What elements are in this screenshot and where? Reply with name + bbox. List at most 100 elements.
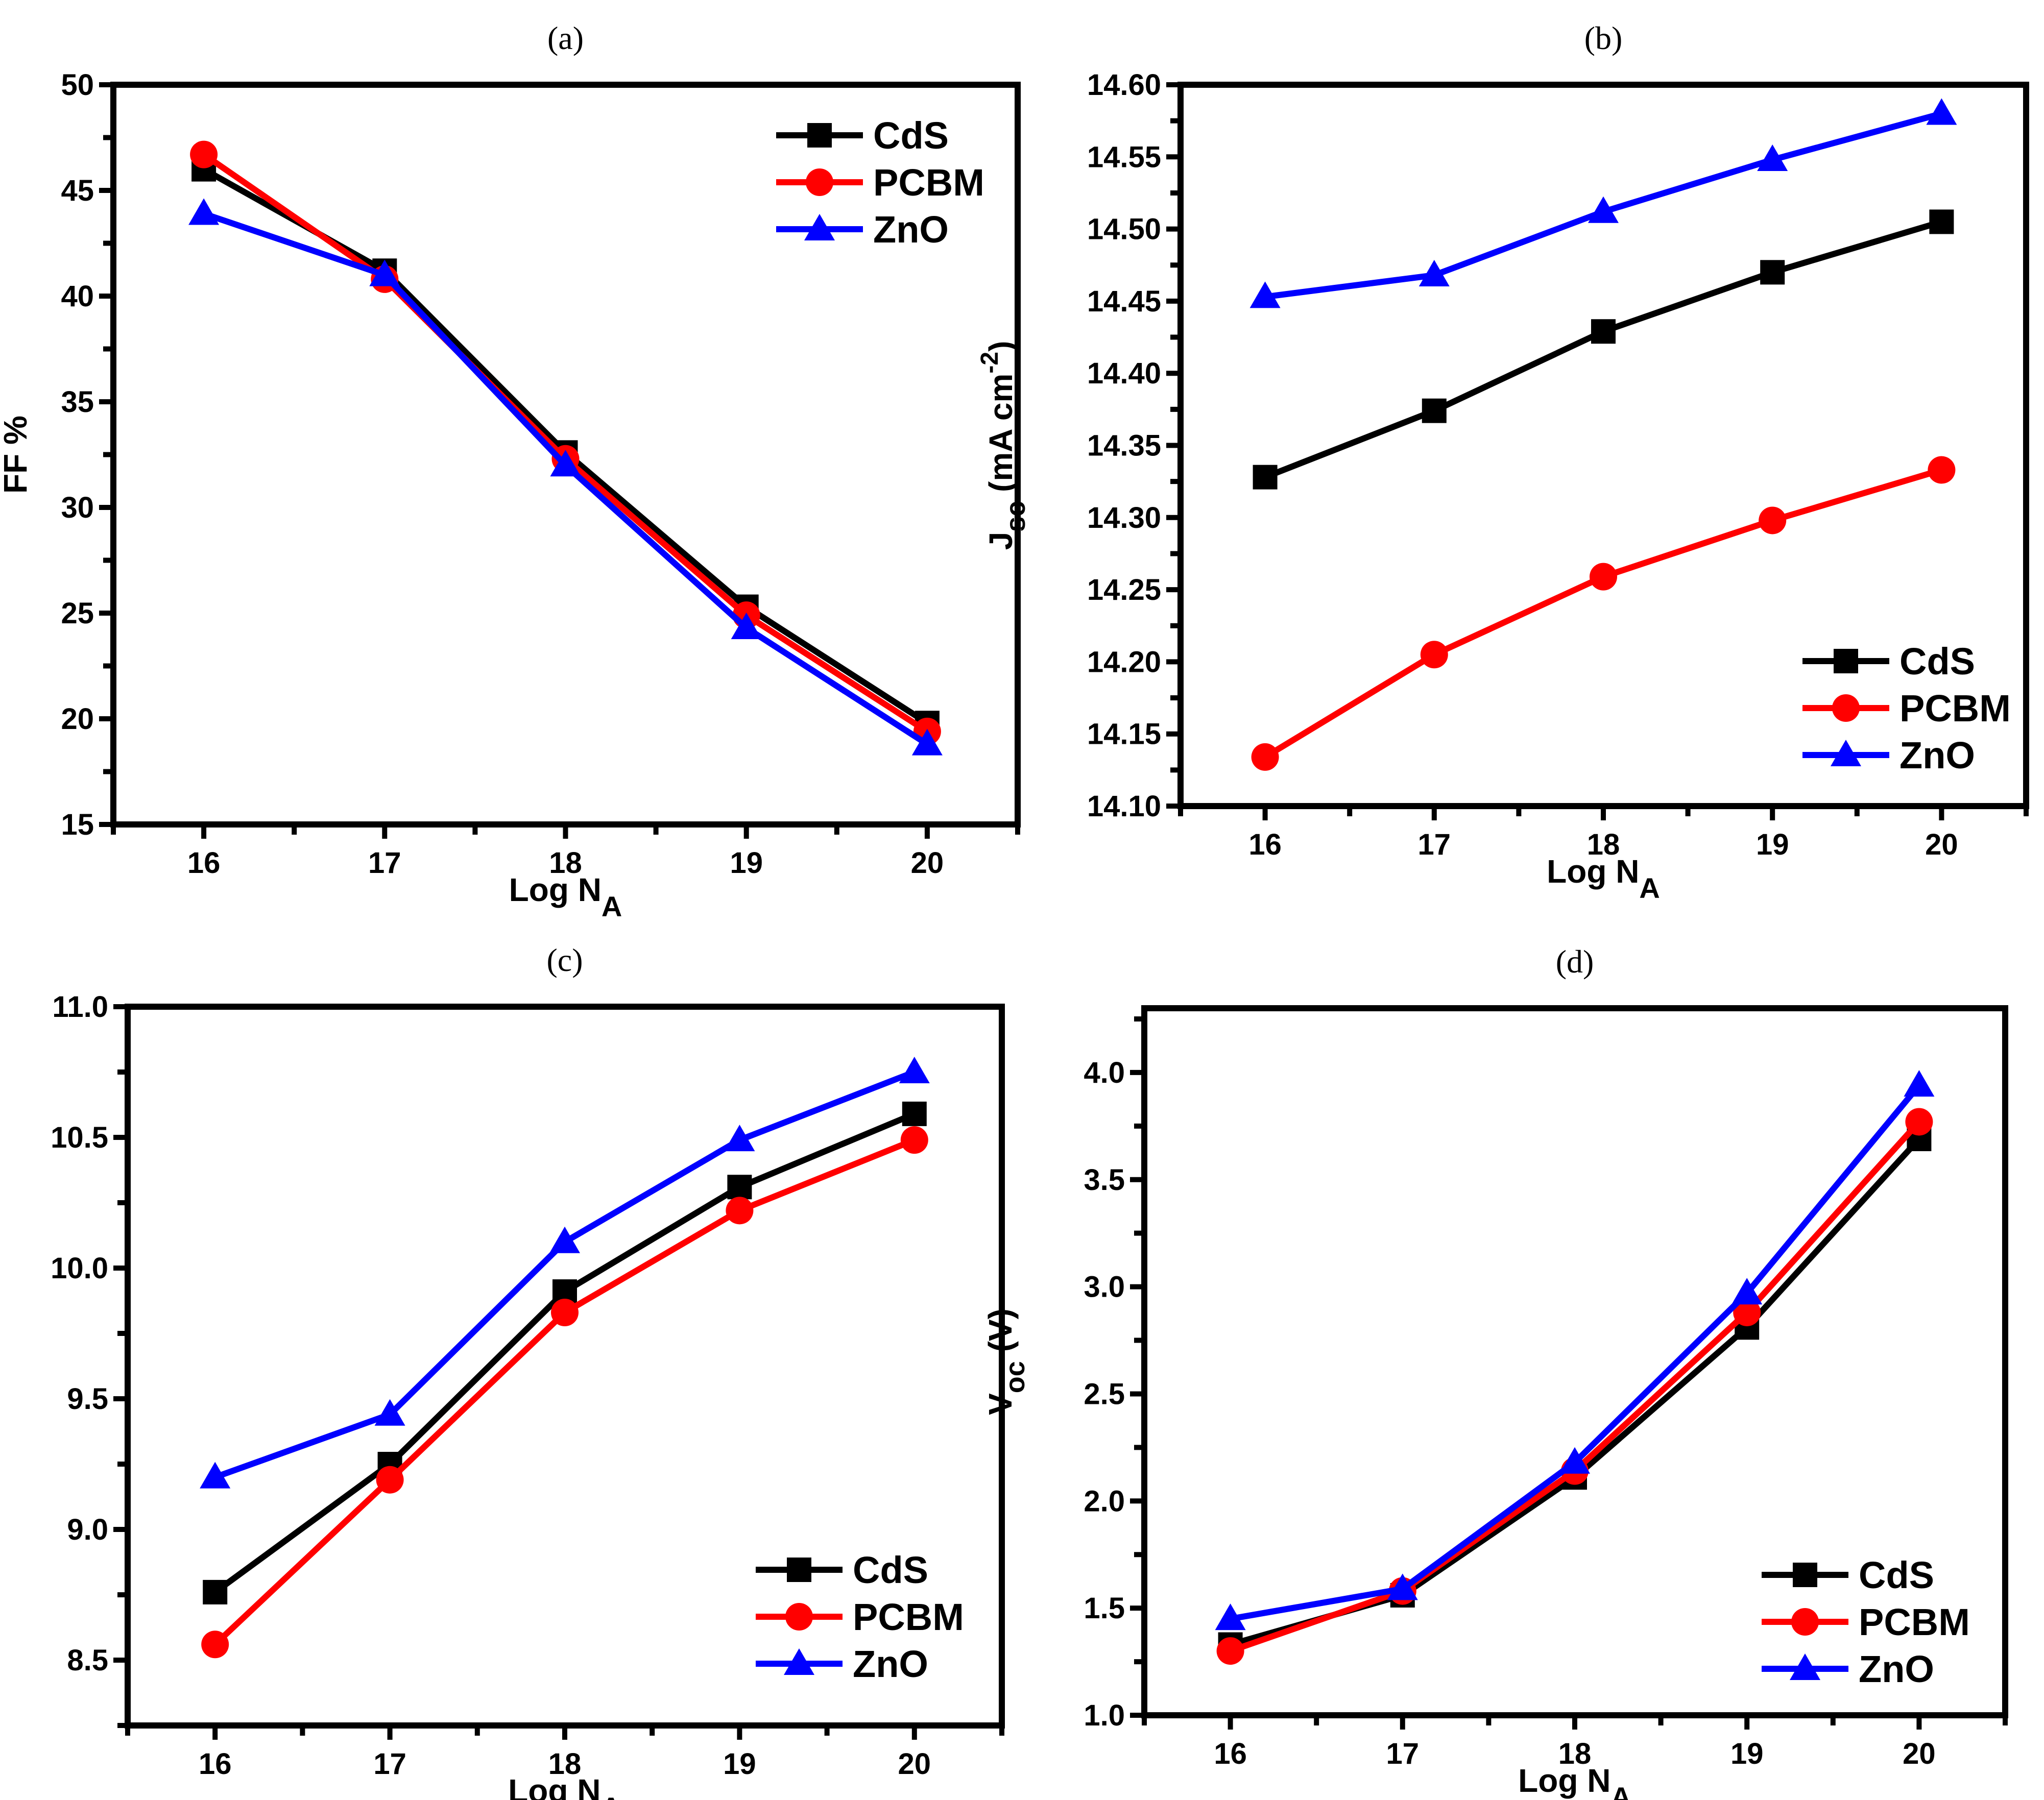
marker-triangle [1387, 1573, 1418, 1600]
panel-a: (a) 16 17 18 19 20 15 20 25 30 35 40 45 50 Log NA FF % C… [0, 20, 1021, 922]
marker-square [787, 1558, 811, 1582]
series-line [214, 1069, 916, 1480]
marker-circle [1251, 743, 1279, 771]
marker-circle [201, 1631, 229, 1659]
series-zno [1249, 98, 1957, 308]
y-axis-label: PCE % [0, 1313, 2, 1419]
y-tick-label: 20 [61, 702, 94, 736]
marker-circle [806, 168, 833, 196]
x-axis-label: Log NA [1518, 1762, 1631, 1800]
x-tick-label: 16 [199, 1747, 232, 1781]
panel-b: (b) 16 17 18 19 20 14.10 14.15 14.20 14.25 14.30 14… [976, 20, 2029, 904]
marker-triangle [374, 1399, 405, 1426]
legend-label: ZnO [1859, 1648, 1934, 1690]
series-line [1230, 1083, 1922, 1622]
marker-triangle [1790, 1653, 1820, 1680]
marker-triangle [1732, 1278, 1763, 1305]
x-tick-label: 16 [1214, 1737, 1247, 1770]
marker-square [1591, 319, 1616, 344]
marker-circle [551, 1299, 579, 1327]
marker-triangle [1588, 196, 1619, 223]
y-tick-label: 1.0 [1084, 1699, 1125, 1732]
y-tick-label: 3.5 [1084, 1163, 1125, 1197]
x-tick-label: 20 [898, 1747, 931, 1781]
y-axis-label: FF % [0, 416, 34, 494]
x-tick-label: 19 [1756, 828, 1789, 861]
marker-triangle [1249, 281, 1281, 308]
y-tick-label: 4.0 [1084, 1056, 1125, 1089]
marker-triangle [1926, 98, 1957, 125]
marker-square [727, 1175, 752, 1200]
marker-circle [376, 1466, 404, 1494]
legend-label: ZnO [1899, 734, 1975, 776]
marker-circle [1905, 1108, 1933, 1136]
panel-d: (d) 16 17 18 19 20 1.0 1.5 2.0 2.5 3.0 3.5 4.0 Log NA… [982, 943, 2008, 1800]
marker-triangle [550, 450, 581, 477]
panel-title: (d) [1556, 943, 1594, 980]
x-tick-label: 17 [368, 846, 401, 880]
x-tick-label: 16 [187, 846, 221, 880]
marker-triangle [549, 1226, 580, 1253]
marker-triangle [1904, 1070, 1935, 1097]
y-tick-label: 40 [61, 280, 94, 313]
y-tick-label: 14.60 [1087, 68, 1161, 102]
marker-circle [1791, 1608, 1819, 1636]
marker-triangle [784, 1648, 814, 1675]
y-tick-label: 14.10 [1087, 790, 1161, 823]
marker-circle [1759, 506, 1787, 534]
y-tick-label: 15 [61, 808, 94, 841]
y-tick-label: 9.0 [67, 1513, 108, 1546]
marker-square [1422, 398, 1447, 423]
panel-title: (b) [1584, 20, 1623, 56]
y-tick-label: 2.5 [1084, 1377, 1125, 1410]
y-tick-label: 14.35 [1087, 429, 1161, 463]
y-tick-label: 25 [61, 597, 94, 630]
x-tick-label: 18 [548, 1747, 582, 1781]
marker-square [1253, 465, 1278, 490]
x-tick-label: 17 [1418, 828, 1451, 861]
series-zno [188, 198, 943, 756]
marker-triangle [804, 214, 835, 240]
marker-triangle [369, 259, 400, 286]
marker-triangle [1559, 1447, 1590, 1474]
y-tick-label: 11.0 [52, 990, 108, 1024]
legend-label: PCBM [853, 1596, 964, 1638]
x-tick-label: 16 [1248, 828, 1282, 861]
marker-triangle [188, 198, 220, 225]
y-tick-label: 14.25 [1087, 573, 1161, 606]
marker-triangle [724, 1125, 755, 1152]
marker-square [1793, 1563, 1817, 1587]
x-tick-label: 19 [1730, 1737, 1764, 1770]
y-tick-label: 14.55 [1087, 140, 1161, 174]
y-axis-label: Jsc (mA cm-2) [976, 341, 1031, 550]
marker-square [1834, 649, 1858, 673]
y-tick-label: 8.5 [67, 1644, 108, 1677]
marker-square [902, 1101, 927, 1126]
x-tick-label: 20 [1925, 828, 1958, 861]
marker-square [1760, 260, 1785, 285]
series-pcbm [1251, 456, 1956, 771]
x-tick-label: 19 [730, 846, 763, 880]
x-axis-label: Log NA [1547, 853, 1660, 904]
y-tick-label: 10.0 [51, 1252, 108, 1285]
x-tick-label: 18 [1558, 1737, 1592, 1770]
x-axis-label: Log NA [509, 871, 622, 922]
series-zno [200, 1057, 930, 1489]
y-tick-label: 14.50 [1087, 213, 1161, 246]
y-tick-label: 14.20 [1087, 645, 1161, 678]
x-tick-label: 17 [1386, 1737, 1420, 1770]
x-tick-label: 20 [911, 846, 944, 880]
panel-title: (a) [547, 20, 584, 56]
y-axis-label: Voc (V) [982, 1308, 1030, 1415]
panel-title: (c) [546, 942, 583, 978]
marker-circle [1590, 563, 1617, 591]
x-tick-label: 19 [723, 1747, 756, 1781]
y-tick-label: 50 [61, 68, 94, 102]
marker-circle [1733, 1298, 1761, 1326]
y-tick-label: 9.5 [67, 1382, 108, 1416]
y-tick-label: 14.30 [1087, 501, 1161, 534]
